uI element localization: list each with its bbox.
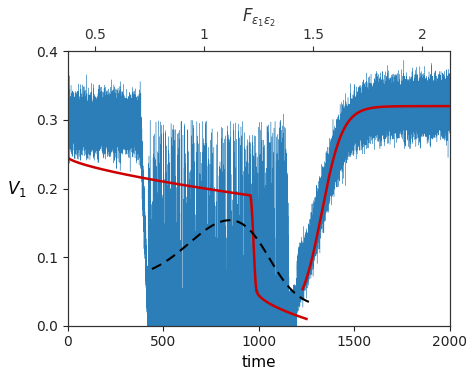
X-axis label: $F_{\epsilon_1\epsilon_2}$: $F_{\epsilon_1\epsilon_2}$ — [242, 7, 276, 29]
Y-axis label: $V_1$: $V_1$ — [7, 178, 27, 199]
X-axis label: time: time — [241, 355, 276, 370]
